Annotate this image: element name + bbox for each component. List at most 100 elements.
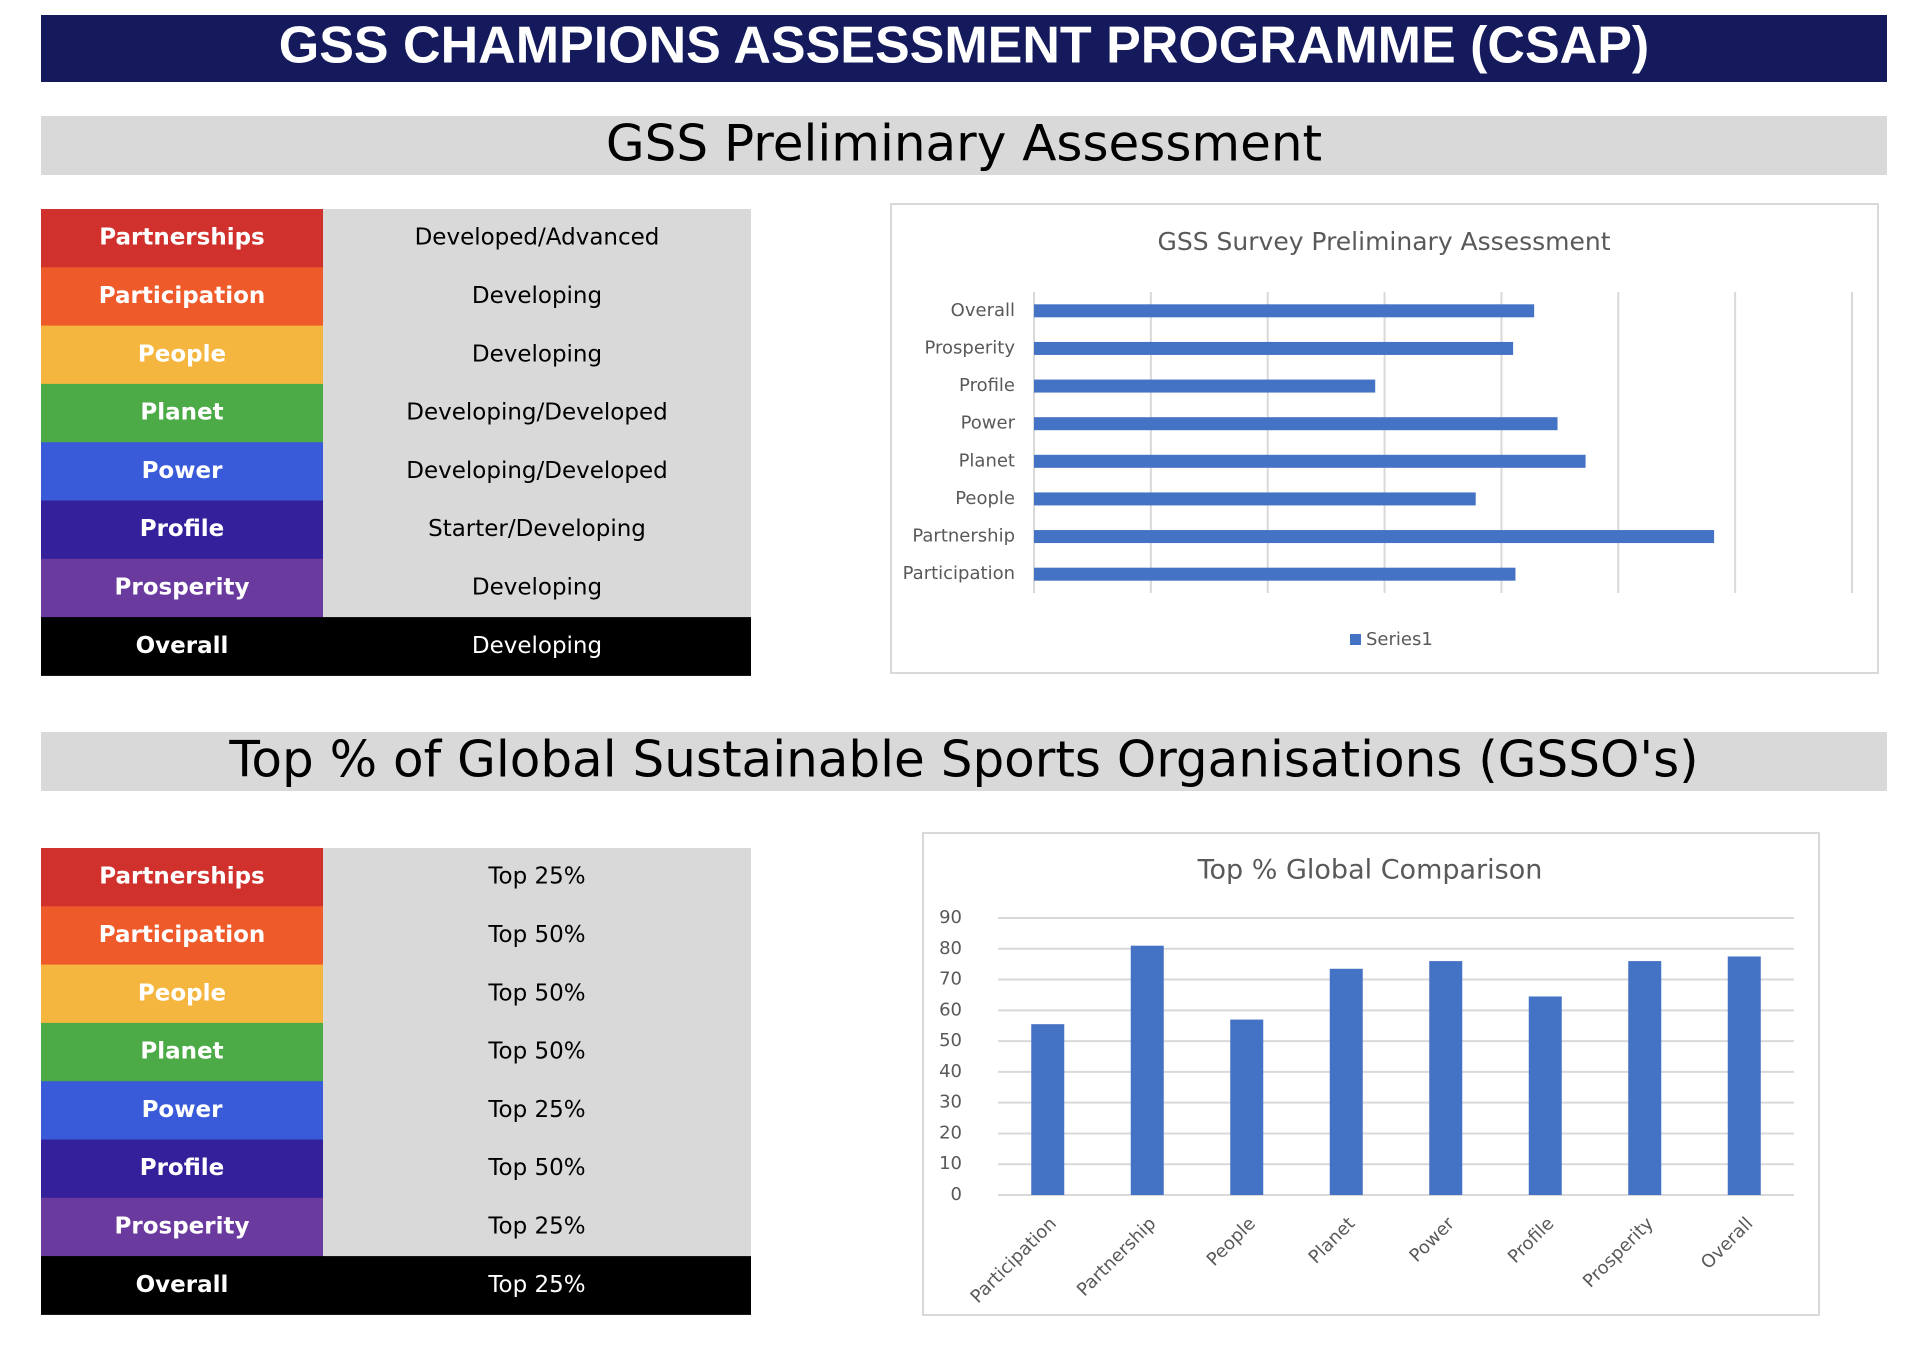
label-cell [41,1022,323,1082]
label-cell [41,1197,323,1257]
row-value: Starter/Developing [428,516,646,542]
row-label: People [138,341,226,367]
row-label: Partnerships [99,864,265,890]
y-tick-label: Power [961,413,1016,434]
bar [1034,417,1558,431]
value-cell [323,1081,751,1140]
row-label: Overall [136,1272,229,1298]
row-value: Developing/Developed [406,400,667,426]
value-cell [323,617,751,676]
header-title: GSS CHAMPIONS ASSESSMENT PROGRAMME (CSAP… [279,17,1649,75]
row-value: Top 25% [487,1272,585,1298]
bar [1034,454,1586,468]
label-cell [41,267,323,327]
row-label: Overall [136,633,229,659]
label-cell [41,617,323,676]
row-label: People [138,980,226,1006]
row-label: Planet [140,1039,223,1065]
value-cell [323,1197,751,1257]
chart-title: GSS Survey Preliminary Assessment [1157,227,1610,256]
label-cell [41,209,323,268]
label-cell [41,1081,323,1140]
label-cell [41,1256,323,1315]
row-label: Planet [140,400,223,426]
y-tick-label: 0 [951,1184,962,1205]
row-value: Top 50% [487,922,585,948]
bar [1034,567,1516,581]
y-tick-label: 40 [939,1061,962,1082]
row-label: Power [142,1097,224,1123]
value-cell [323,500,751,560]
bar [1130,945,1164,1195]
row-label: Profile [140,1155,225,1181]
section-title: GSS Preliminary Assessment [606,115,1322,173]
value-cell [323,848,751,907]
value-cell [323,906,751,966]
y-tick-label: 90 [939,907,962,928]
y-tick-label: 70 [939,969,962,990]
y-tick-label: Partnership [912,526,1015,547]
row-label: Partnerships [99,225,265,251]
row-label: Prosperity [115,1213,250,1239]
label-cell [41,325,323,385]
y-tick-label: Planet [959,450,1015,471]
value-cell [323,558,751,618]
value-cell [323,267,751,327]
bar [1429,961,1463,1195]
value-cell [323,442,751,501]
row-label: Prosperity [115,574,250,600]
y-tick-label: Participation [903,563,1015,584]
row-value: Top 50% [487,980,585,1006]
bar [1031,1024,1065,1195]
legend-swatch [1350,634,1361,645]
legend-label: Series1 [1366,629,1433,650]
bar [1628,961,1662,1195]
label-cell [41,1139,323,1199]
label-cell [41,964,323,1024]
value-cell [323,325,751,385]
section-title: Top % of Global Sustainable Sports Organ… [228,731,1698,789]
section-bar [41,732,1887,791]
value-cell [323,1256,751,1315]
chart-title: Top % Global Comparison [1197,855,1543,886]
label-cell [41,848,323,907]
y-tick-label: 50 [939,1030,962,1051]
row-label: Profile [140,516,225,542]
y-tick-label: 60 [939,999,962,1020]
value-cell [323,1022,751,1082]
bar [1329,968,1363,1195]
y-tick-label: People [955,488,1015,509]
bar [1034,341,1514,355]
y-tick-label: Overall [951,300,1015,321]
bar [1230,1019,1264,1195]
row-value: Developing/Developed [406,458,667,484]
label-cell [41,906,323,966]
y-tick-label: 10 [939,1153,962,1174]
value-cell [323,964,751,1024]
label-cell [41,383,323,443]
row-value: Developed/Advanced [415,225,660,251]
y-tick-label: 80 [939,938,962,959]
label-cell [41,442,323,501]
row-value: Top 25% [487,864,585,890]
bar [1034,379,1376,393]
bar [1034,492,1476,506]
value-cell [323,383,751,443]
row-value: Top 50% [487,1155,585,1181]
header-bar [41,15,1887,82]
chart-frame [922,832,1820,1316]
bar [1034,304,1535,318]
section-bar [41,116,1887,175]
bar [1727,956,1761,1195]
y-tick-label: 20 [939,1122,962,1143]
y-tick-label: Prosperity [924,337,1015,358]
row-label: Participation [99,922,266,948]
row-value: Developing [472,574,602,600]
y-tick-label: 30 [939,1092,962,1113]
value-cell [323,1139,751,1199]
row-value: Top 25% [487,1213,585,1239]
label-cell [41,500,323,560]
bar [1034,530,1715,544]
row-value: Top 50% [487,1039,585,1065]
